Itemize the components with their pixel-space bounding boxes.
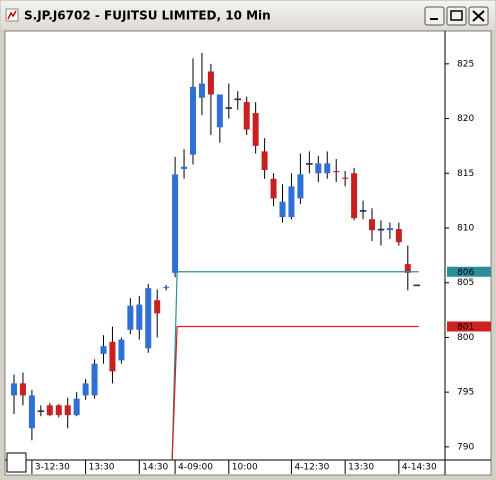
level-tag bbox=[447, 321, 491, 332]
candle-body bbox=[46, 405, 53, 416]
y-tick-label: 790 bbox=[457, 442, 474, 452]
candle-body bbox=[11, 383, 17, 396]
candle-body bbox=[369, 219, 375, 231]
candle-body bbox=[82, 383, 89, 396]
candle-body bbox=[109, 341, 116, 372]
x-tick-label: 4-09:00 bbox=[178, 463, 213, 473]
candle-body bbox=[252, 113, 259, 146]
candle-body bbox=[386, 227, 393, 231]
candle-body bbox=[172, 174, 179, 273]
close-button[interactable] bbox=[468, 6, 489, 26]
candle-body bbox=[55, 405, 62, 416]
candle-body bbox=[351, 173, 358, 219]
title-bar bbox=[1, 1, 495, 30]
maximize-button[interactable] bbox=[446, 6, 467, 26]
candle-body bbox=[297, 174, 304, 199]
level-tag-label: 806 bbox=[457, 268, 474, 278]
candle-body bbox=[315, 163, 322, 174]
candle-body bbox=[225, 107, 233, 109]
candle-body bbox=[288, 186, 295, 218]
minimize-button[interactable] bbox=[424, 6, 445, 26]
x-tick-label: 14:30 bbox=[142, 463, 168, 473]
candle-body bbox=[404, 264, 411, 273]
candle-body bbox=[234, 98, 241, 101]
y-tick-label: 815 bbox=[457, 169, 474, 179]
candle-body bbox=[190, 86, 196, 155]
candle-body bbox=[163, 287, 170, 289]
candle-body bbox=[28, 395, 35, 429]
candle-body bbox=[136, 304, 143, 330]
level-line-rise bbox=[171, 326, 178, 460]
candle-body bbox=[207, 71, 214, 95]
candle-body bbox=[216, 94, 223, 128]
corner-box[interactable] bbox=[6, 452, 27, 473]
candle-body bbox=[91, 363, 98, 396]
x-tick-label: 10:00 bbox=[232, 463, 258, 473]
candle-body bbox=[64, 405, 71, 416]
y-tick-label: 805 bbox=[457, 278, 474, 288]
candle-body bbox=[154, 300, 161, 314]
plot-area bbox=[11, 52, 420, 460]
candle-body bbox=[395, 229, 402, 243]
y-tick-label: 800 bbox=[457, 333, 474, 343]
y-tick-label: 825 bbox=[457, 59, 474, 69]
candle-body bbox=[243, 102, 250, 130]
level-tag bbox=[447, 266, 491, 277]
x-tick-label: 13:30 bbox=[89, 463, 115, 473]
x-tick-label: 13:30 bbox=[348, 463, 374, 473]
candle-body bbox=[19, 383, 26, 396]
candle-body bbox=[261, 151, 268, 170]
candle-body bbox=[324, 163, 331, 174]
candle-body bbox=[359, 210, 367, 212]
y-tick-label: 820 bbox=[457, 114, 474, 124]
candle-body bbox=[145, 288, 152, 349]
y-tick-label: 795 bbox=[457, 388, 474, 398]
candle-body bbox=[127, 305, 134, 330]
level-tag-label: 801 bbox=[457, 322, 474, 332]
candle-body bbox=[100, 346, 107, 354]
candle-body bbox=[413, 284, 420, 287]
candle-body bbox=[73, 398, 80, 416]
window-icon bbox=[5, 8, 19, 22]
candle-body bbox=[270, 178, 277, 199]
x-tick-label: 3-12:30 bbox=[35, 463, 70, 473]
candle-body bbox=[37, 410, 45, 413]
candle-body bbox=[118, 339, 125, 361]
candle-body bbox=[306, 163, 313, 165]
x-tick-label: 4-12:30 bbox=[294, 463, 329, 473]
window-title: S.JP.J6702 - FUJITSU LIMITED, 10 Min bbox=[24, 9, 271, 23]
candle-body bbox=[181, 166, 188, 169]
y-tick-label: 810 bbox=[457, 223, 474, 233]
candle-body bbox=[377, 228, 385, 231]
candle-body bbox=[333, 171, 340, 173]
candle-body bbox=[342, 177, 349, 179]
candle-body bbox=[279, 201, 286, 218]
x-tick-label: 4-14:30 bbox=[402, 463, 437, 473]
candle-body bbox=[198, 83, 205, 98]
